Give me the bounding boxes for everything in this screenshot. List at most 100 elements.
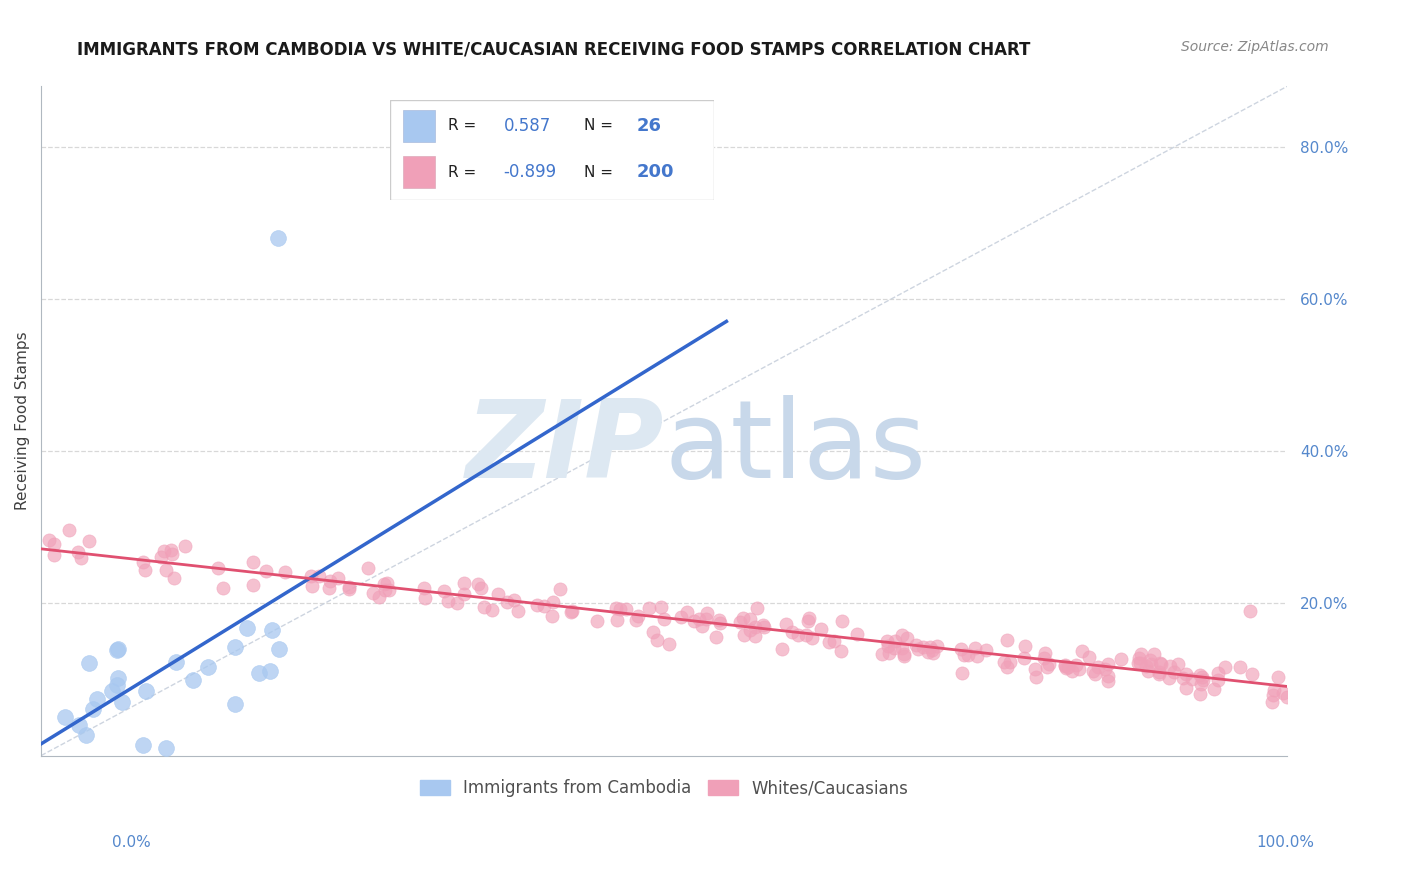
Point [891,640,914,655]
Text: 26: 26 [636,117,661,135]
Point [533,599,555,613]
Point [709,615,731,630]
Point [174,539,197,553]
Point [831,614,853,628]
Point [879,646,901,660]
Point [470,581,492,595]
Point [242,555,264,569]
Point [1213,660,1236,674]
Point [1174,666,1197,681]
Point [733,628,755,642]
Point [160,547,183,561]
Point [337,580,360,594]
Point [912,640,935,655]
Point [1130,647,1153,661]
Point [503,593,526,607]
Point [526,598,548,612]
Point [770,641,793,656]
Point [609,601,631,615]
Point [561,604,583,618]
Point [1204,681,1226,696]
Point [658,637,681,651]
Point [995,660,1018,674]
Point [993,655,1015,669]
Point [752,618,775,632]
Point [845,627,868,641]
Point [181,673,204,687]
Text: N =: N = [585,119,613,133]
Point [273,566,295,580]
Point [377,583,399,598]
Point [1143,647,1166,661]
Point [373,577,395,591]
Point [1126,657,1149,671]
Point [1014,640,1036,654]
Point [731,611,754,625]
Point [652,611,675,625]
Point [780,624,803,639]
Point [787,628,810,642]
Point [627,609,650,624]
Point [1025,670,1047,684]
Point [67,545,90,559]
Point [105,643,128,657]
Point [1181,672,1204,686]
Point [904,638,927,652]
Point [752,619,775,633]
Point [433,584,456,599]
Point [1189,677,1212,691]
Point [472,600,495,615]
Text: IMMIGRANTS FROM CAMBODIA VS WHITE/CAUCASIAN RECEIVING FOOD STAMPS CORRELATION CH: IMMIGRANTS FROM CAMBODIA VS WHITE/CAUCAS… [77,40,1031,58]
Text: atlas: atlas [664,395,927,500]
Point [744,629,766,643]
Point [267,231,290,245]
Point [160,543,183,558]
Point [149,550,172,565]
Point [1140,657,1163,671]
Point [1097,673,1119,688]
Point [891,627,914,641]
Point [1167,657,1189,672]
Point [155,563,177,577]
Point [1149,656,1171,670]
Point [242,578,264,592]
Point [818,635,841,649]
Point [86,692,108,706]
Point [326,571,349,585]
Point [921,643,943,657]
Point [775,617,797,632]
Point [132,738,155,752]
Point [1033,646,1056,660]
Point [1053,659,1076,673]
Point [437,594,460,608]
Point [42,537,65,551]
Y-axis label: Receiving Food Stamps: Receiving Food Stamps [15,332,30,510]
Text: R =: R = [449,119,477,133]
Point [132,555,155,569]
Text: 100.0%: 100.0% [1257,836,1315,850]
Text: R =: R = [449,164,477,179]
Point [1208,673,1230,688]
FancyBboxPatch shape [404,156,436,188]
Point [207,561,229,575]
Point [77,533,100,548]
Point [446,596,468,610]
Point [974,643,997,657]
Point [260,623,283,637]
Point [797,611,820,625]
Point [1150,657,1173,672]
Point [1129,656,1152,670]
Point [560,606,582,620]
Point [1163,665,1185,679]
Point [883,641,905,656]
Point [920,640,942,655]
Point [541,608,564,623]
Point [77,656,100,670]
Point [1191,670,1213,684]
Point [995,633,1018,648]
Point [100,683,122,698]
Point [650,599,672,614]
Point [740,623,762,637]
Point [134,684,156,698]
Point [259,664,281,678]
